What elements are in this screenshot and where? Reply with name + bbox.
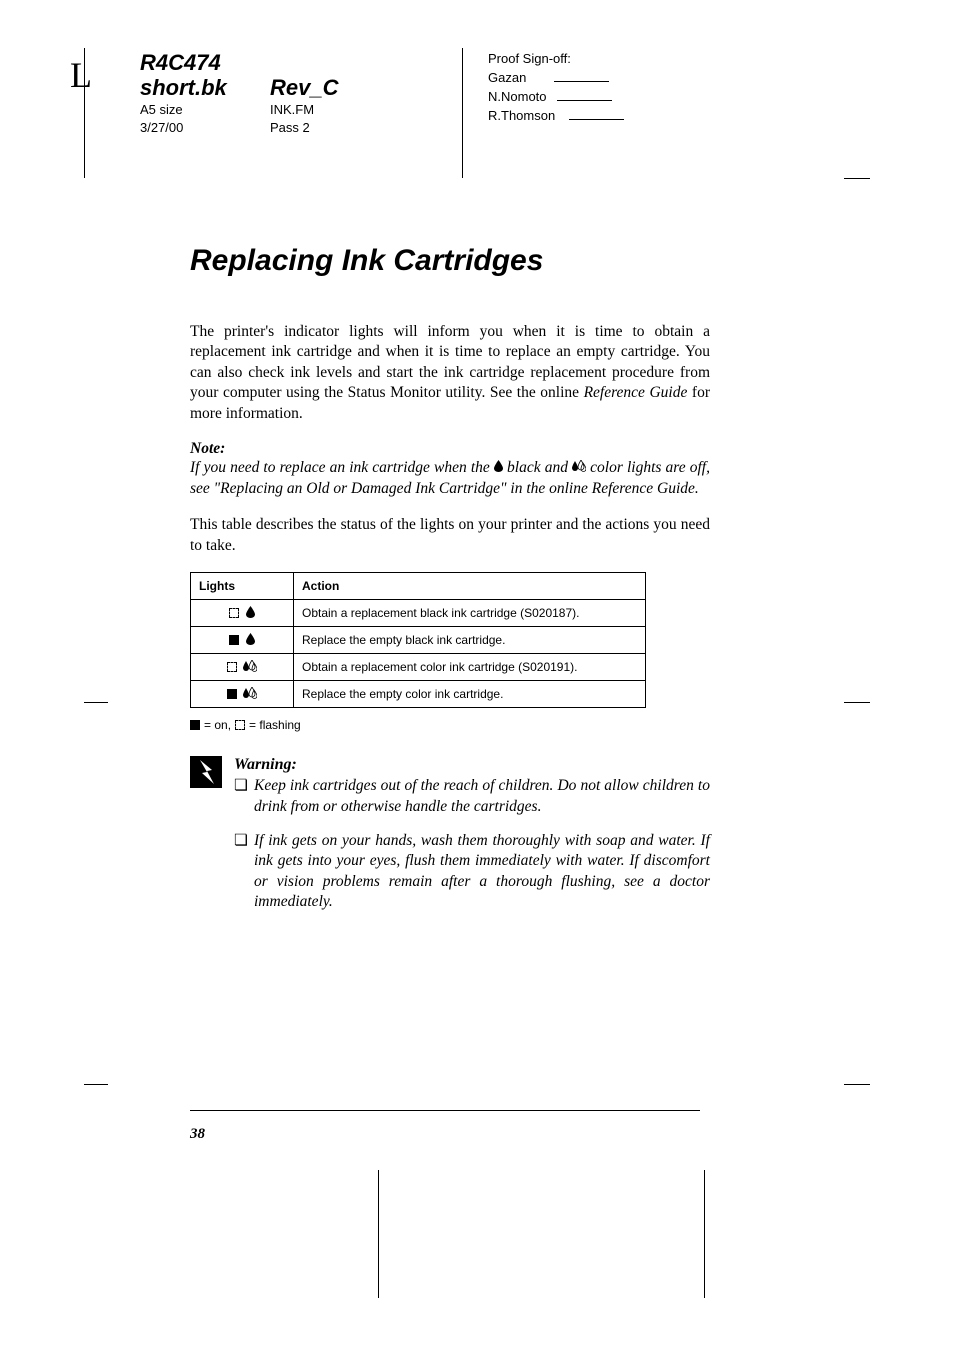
page-side-letter: L (70, 54, 92, 96)
signer-2: R.Thomson (488, 108, 555, 123)
flash-icon (227, 662, 237, 672)
table-row: Replace the empty color ink cartridge. (191, 681, 646, 708)
flash-icon (235, 720, 245, 730)
warning-item: Keep ink cartridges out of the reach of … (254, 776, 710, 817)
action-cell: Obtain a replacement black ink cartridge… (294, 600, 646, 627)
flash-icon (229, 608, 239, 618)
on-icon (227, 689, 237, 699)
intro-paragraph: The printer's indicator lights will info… (190, 322, 710, 424)
legend-on-text: = on, (204, 718, 231, 732)
main-content: Replacing Ink Cartridges The printer's i… (190, 244, 710, 927)
warning-block: Warning: Keep ink cartridges out of the … (190, 756, 710, 927)
color-drop-icon (243, 687, 257, 699)
action-cell: Replace the empty color ink cartridge. (294, 681, 646, 708)
doc-rev: Rev_C (270, 75, 338, 101)
note-text: If you need to replace an ink cartridge … (190, 458, 710, 499)
signer-1: N.Nomoto (488, 89, 547, 104)
note-label: Note: (190, 440, 710, 458)
signer-0: Gazan (488, 70, 526, 85)
col-action: Action (294, 573, 646, 600)
black-drop-icon (246, 633, 255, 645)
color-drop-icon (572, 460, 586, 472)
table-row: Obtain a replacement black ink cartridge… (191, 600, 646, 627)
on-icon (229, 635, 239, 645)
page-number: 38 (190, 1126, 205, 1143)
doc-size: A5 size (140, 101, 270, 119)
action-cell: Replace the empty black ink cartridge. (294, 627, 646, 654)
table-legend: = on, = flashing (190, 718, 710, 732)
page-title: Replacing Ink Cartridges (190, 244, 710, 278)
table-intro: This table describes the status of the l… (190, 515, 710, 556)
color-drop-icon (243, 660, 257, 672)
legend-flash-text: = flashing (249, 718, 301, 732)
doc-pass: Pass 2 (270, 119, 314, 137)
doc-date: 3/27/00 (140, 119, 270, 137)
doc-file: short.bk (140, 75, 270, 100)
warning-item: If ink gets on your hands, wash them tho… (254, 831, 710, 913)
doc-fm: INK.FM (270, 101, 314, 119)
table-row: Replace the empty black ink cartridge. (191, 627, 646, 654)
lights-table: Lights Action Obtain a replacement black… (190, 572, 646, 708)
table-row: Obtain a replacement color ink cartridge… (191, 654, 646, 681)
col-lights: Lights (191, 573, 294, 600)
black-drop-icon (494, 460, 503, 472)
warning-label: Warning: (234, 756, 710, 774)
footer-rule (190, 1110, 700, 1111)
proof-signoff-label: Proof Sign-off: (488, 50, 624, 69)
header-right-block: Proof Sign-off: Gazan N.Nomoto R.Thomson (488, 50, 624, 125)
black-drop-icon (246, 606, 255, 618)
header-left-block: R4C474 short.bk Rev_C A5 size 3/27/00 IN… (140, 50, 460, 137)
warning-icon (190, 756, 222, 788)
doc-code: R4C474 (140, 50, 270, 75)
on-icon (190, 720, 200, 730)
action-cell: Obtain a replacement color ink cartridge… (294, 654, 646, 681)
